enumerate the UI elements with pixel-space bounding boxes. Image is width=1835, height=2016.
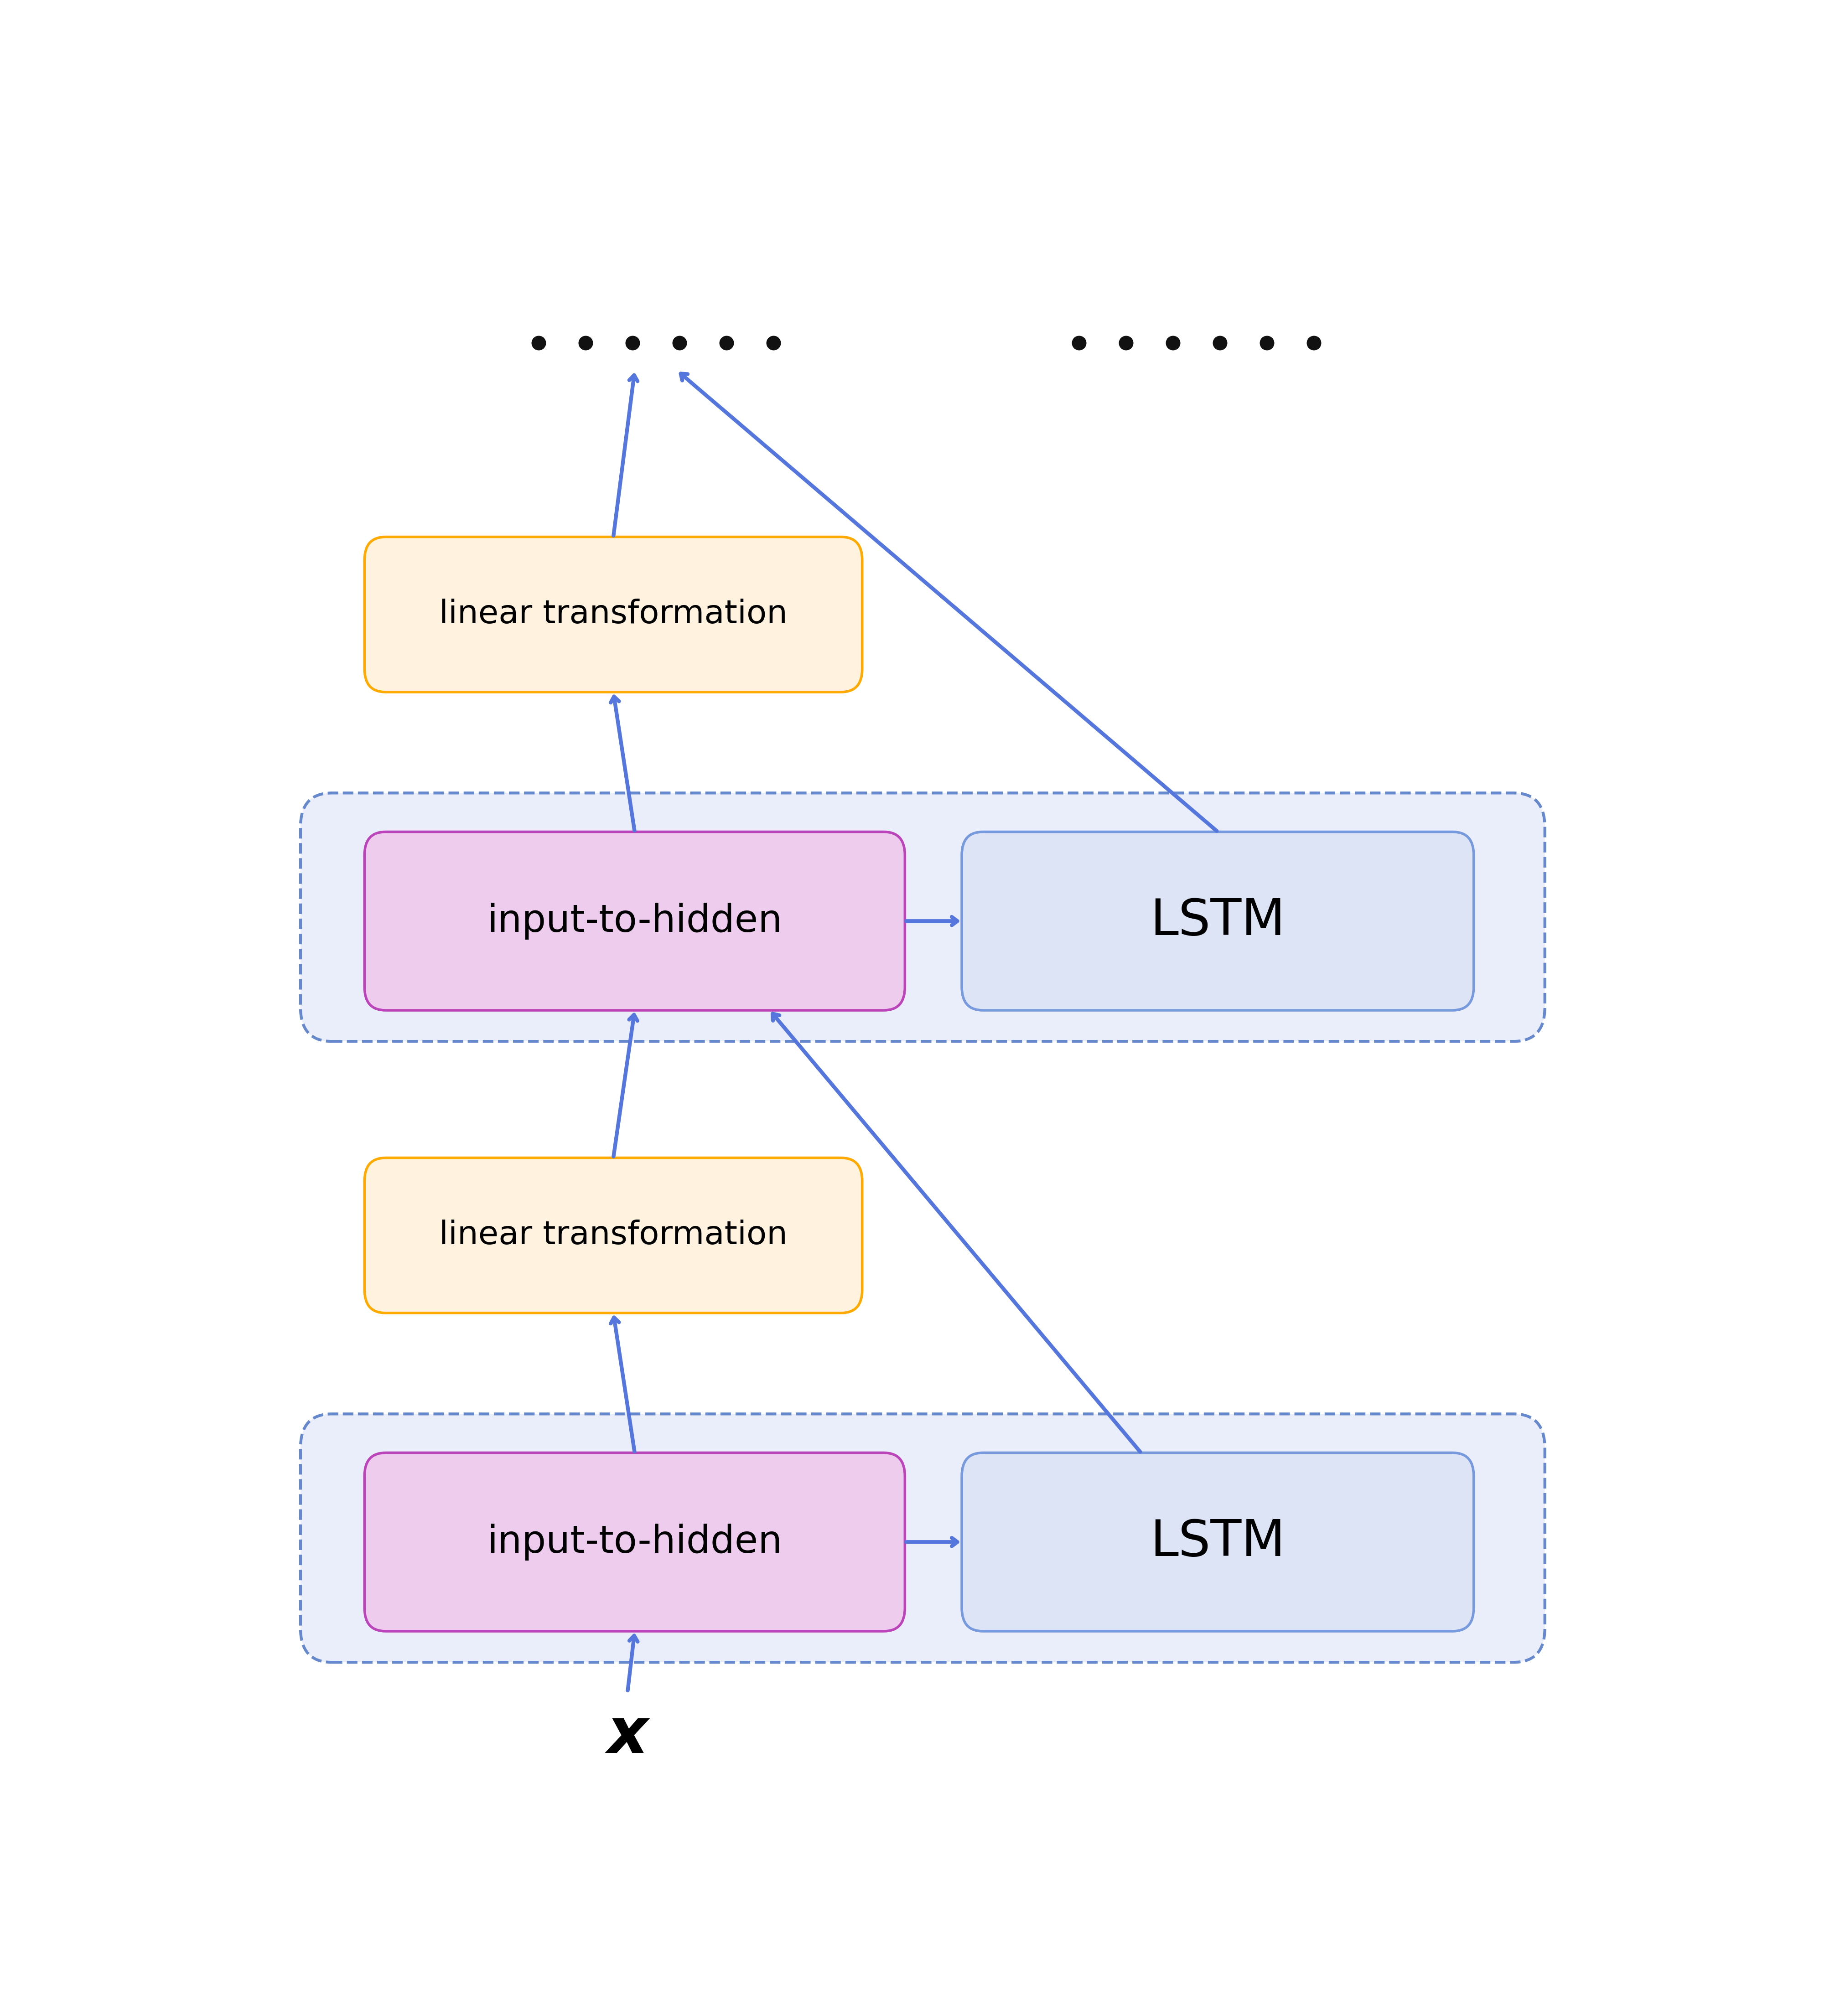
FancyBboxPatch shape <box>301 1413 1545 1663</box>
Text: LSTM: LSTM <box>1151 1518 1284 1566</box>
FancyBboxPatch shape <box>365 536 862 691</box>
FancyBboxPatch shape <box>301 792 1545 1042</box>
FancyBboxPatch shape <box>365 1157 862 1312</box>
Text: input-to-hidden: input-to-hidden <box>486 903 782 939</box>
FancyBboxPatch shape <box>365 833 905 1010</box>
Text: linear transformation: linear transformation <box>439 599 787 631</box>
Text: LSTM: LSTM <box>1151 897 1284 946</box>
Text: input-to-hidden: input-to-hidden <box>486 1524 782 1560</box>
Text: $\boldsymbol{x}$: $\boldsymbol{x}$ <box>604 1704 651 1766</box>
FancyBboxPatch shape <box>365 1454 905 1631</box>
FancyBboxPatch shape <box>962 1454 1474 1631</box>
FancyBboxPatch shape <box>962 833 1474 1010</box>
Text: linear transformation: linear transformation <box>439 1220 787 1252</box>
